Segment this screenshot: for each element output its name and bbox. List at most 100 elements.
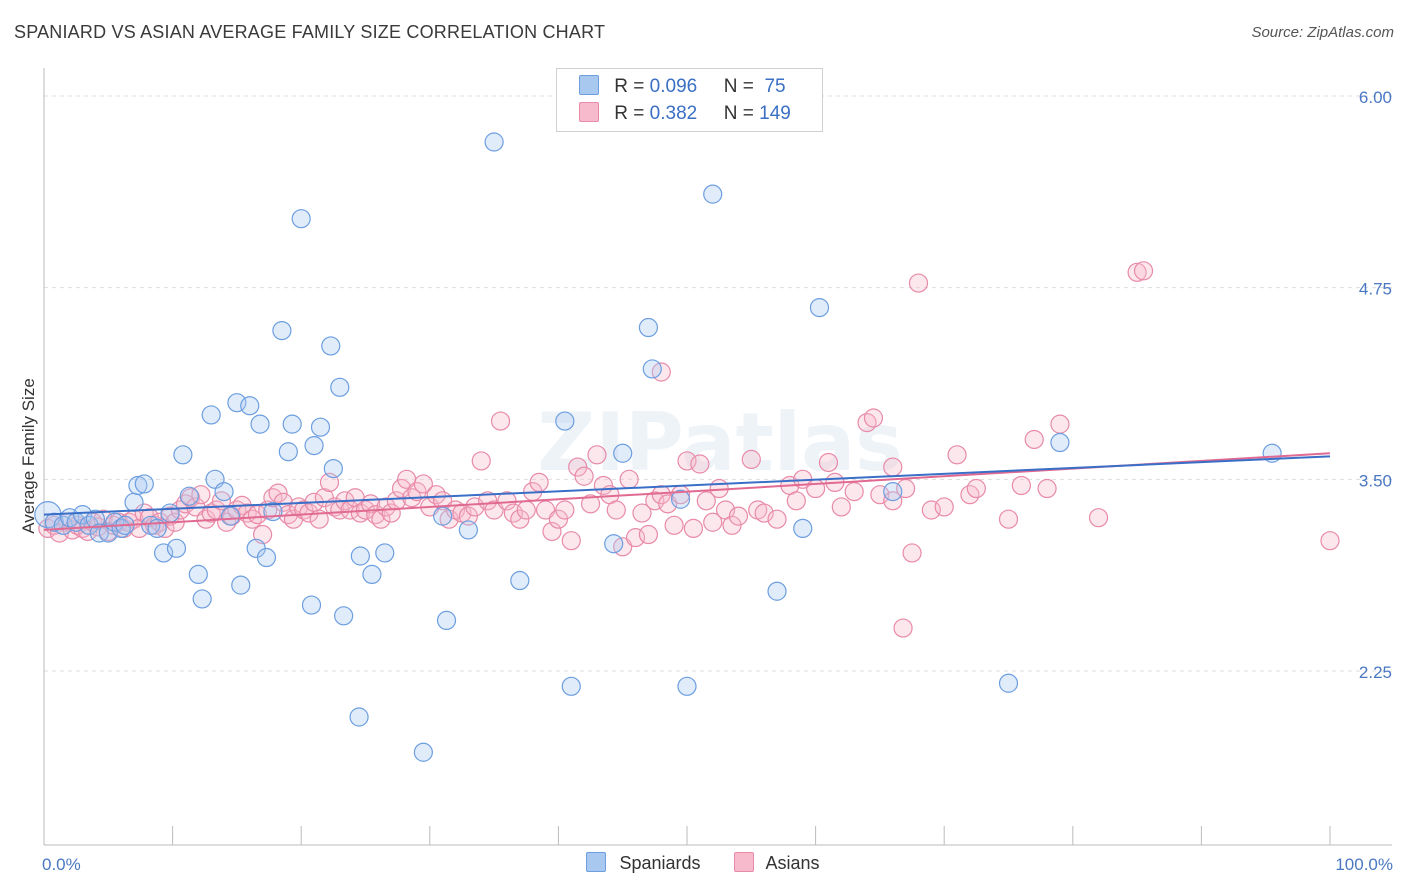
point-spaniards: [642, 359, 662, 379]
watermark: ZIPatlas: [537, 396, 903, 489]
point-asians: [1024, 429, 1044, 450]
chart-title: SPANIARD VS ASIAN AVERAGE FAMILY SIZE CO…: [14, 22, 606, 42]
point-spaniards: [256, 547, 277, 568]
point-asians: [413, 474, 433, 494]
legend-item-asians[interactable]: Asians: [733, 852, 820, 874]
point-spaniards: [323, 459, 343, 479]
legend-row-asians: R = 0.382 N = 149: [579, 102, 791, 126]
point-spaniards: [278, 442, 298, 462]
point-asians: [690, 454, 710, 474]
point-asians: [376, 497, 396, 517]
point-asians: [1127, 262, 1147, 282]
point-asians: [883, 457, 903, 477]
point-spaniards: [153, 543, 174, 563]
point-asians: [638, 524, 659, 545]
point-asians: [490, 411, 511, 431]
grid-lines: [44, 95, 1392, 672]
y-tick-labels: 2.25 3.50 4.75 6.00: [1359, 88, 1392, 682]
trend-line-spaniards: [43, 455, 1331, 516]
point-asians: [902, 543, 922, 563]
point-spaniards: [310, 417, 331, 437]
point-spaniards: [703, 184, 723, 204]
point-asians: [844, 482, 864, 502]
point-spaniards: [484, 132, 504, 152]
point-spaniards: [561, 676, 581, 696]
point-spaniards: [304, 436, 324, 456]
point-asians: [587, 445, 607, 465]
legend-row-spaniards: R = 0.096 N = 75: [579, 75, 786, 99]
legend-label-spaniards: Spaniards: [619, 853, 701, 873]
point-spaniards: [231, 575, 251, 595]
point-spaniards: [436, 610, 457, 631]
point-spaniards: [301, 595, 322, 615]
y-tick-label: 2.25: [1359, 663, 1392, 682]
point-spaniards: [767, 581, 787, 601]
point-spaniards: [998, 673, 1019, 693]
point-asians: [1320, 531, 1340, 551]
point-asians: [741, 449, 761, 469]
point-asians: [529, 472, 549, 492]
point-spaniards: [510, 570, 530, 591]
r-value: 0.382: [649, 103, 698, 124]
point-spaniards: [160, 503, 180, 523]
x-tick-label-min: 0.0%: [42, 855, 81, 874]
series-legend: Spaniards Asians: [0, 852, 1406, 874]
point-spaniards: [173, 445, 193, 465]
point-asians: [471, 451, 491, 471]
legend-item-spaniards[interactable]: Spaniards: [586, 852, 701, 874]
point-spaniards: [72, 504, 93, 525]
point-asians: [574, 466, 594, 486]
point-asians: [268, 483, 288, 503]
legend-swatch-spaniards: [586, 852, 607, 872]
point-asians: [580, 494, 601, 514]
point-spaniards: [350, 546, 370, 566]
point-asians: [966, 478, 986, 499]
legend-swatch-asians: [733, 852, 754, 872]
y-tick-label: 6.00: [1359, 88, 1392, 107]
series-asians: [38, 261, 1340, 638]
point-spaniards: [192, 589, 212, 609]
x-tick-label-max: 100.0%: [1335, 855, 1393, 874]
point-spaniards: [282, 414, 302, 434]
point-asians: [606, 500, 626, 520]
point-asians: [516, 500, 536, 520]
point-spaniards: [362, 564, 382, 585]
point-asians: [696, 491, 716, 511]
point-spaniards: [334, 606, 354, 626]
point-spaniards: [883, 482, 903, 502]
point-asians: [407, 482, 427, 502]
point-spaniards: [188, 564, 208, 585]
point-spaniards: [134, 474, 154, 494]
point-spaniards: [809, 298, 830, 318]
r-label: R =: [614, 76, 645, 97]
point-asians: [728, 506, 749, 526]
n-label: N =: [723, 103, 754, 124]
point-spaniards: [638, 317, 659, 338]
point-asians: [683, 518, 704, 539]
point-asians: [805, 478, 826, 499]
point-spaniards: [214, 482, 234, 502]
point-spaniards: [98, 523, 118, 543]
point-spaniards: [458, 520, 478, 540]
point-asians: [1050, 414, 1070, 434]
point-asians: [201, 503, 221, 523]
point-spaniards: [375, 543, 395, 563]
point-asians: [818, 452, 839, 473]
point-spaniards: [670, 489, 691, 509]
point-spaniards: [201, 405, 221, 425]
point-asians: [908, 273, 929, 293]
axes: [43, 68, 1392, 846]
point-spaniards: [413, 742, 433, 762]
source-label: Source: ZipAtlas.com: [1251, 24, 1394, 41]
point-spaniards: [793, 518, 813, 539]
point-asians: [664, 515, 684, 535]
point-spaniards: [1050, 432, 1070, 453]
n-value: 75: [759, 76, 786, 97]
point-asians: [542, 521, 562, 542]
point-asians: [619, 469, 639, 489]
point-spaniards: [291, 209, 311, 229]
n-label: N =: [723, 76, 754, 97]
point-asians: [555, 500, 575, 520]
point-spaniards: [240, 396, 260, 416]
